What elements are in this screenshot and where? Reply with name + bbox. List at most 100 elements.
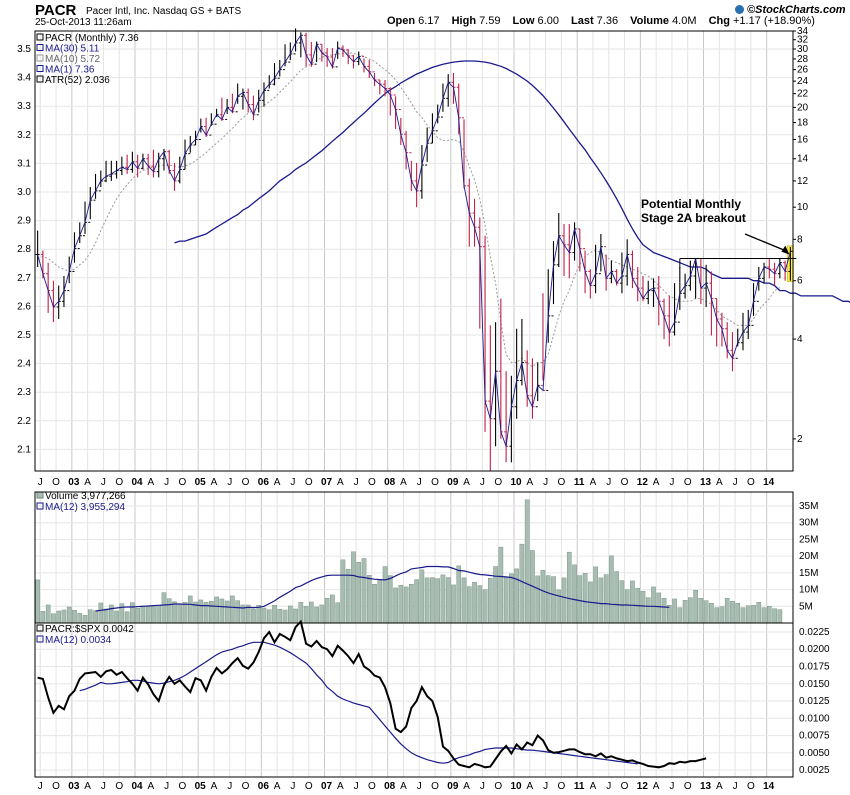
x-axis-tick-label: O <box>747 781 755 792</box>
volume-bar <box>419 569 425 624</box>
ma30-line <box>174 60 850 303</box>
x-axis-tick-label: A <box>211 477 218 488</box>
x-axis-tick-label: 14 <box>763 477 775 488</box>
volume-bar <box>287 605 293 624</box>
x-axis-tick-label: A <box>590 781 597 792</box>
legend-swatch <box>36 65 44 72</box>
x-axis-tick-label: A <box>337 477 344 488</box>
stockcharts-brand[interactable]: ©StockCharts.com <box>735 4 846 16</box>
volume-bar <box>135 608 140 624</box>
volume-bar <box>114 610 119 624</box>
volume-bar <box>472 582 477 624</box>
annotation-line1: Potential Monthly <box>641 197 741 211</box>
x-axis-tick-label: A <box>400 781 407 792</box>
volume-bar <box>577 575 583 624</box>
legend-swatch <box>36 624 44 632</box>
volume-bar <box>645 597 651 624</box>
price-legend-entry: MA(1) 7.36 <box>45 65 95 76</box>
volume-bar <box>319 604 325 624</box>
x-axis-tick-label: O <box>494 477 502 488</box>
x-axis-tick-label: O <box>684 477 692 488</box>
volume-bar <box>498 546 504 624</box>
right-axis-tick-label: 34 <box>797 26 809 37</box>
right-axis-tick-label: 14 <box>797 154 809 165</box>
x-axis-tick-label: 11 <box>574 781 585 792</box>
x-axis-tick-label: O <box>557 781 565 792</box>
price-legend-entry: MA(30) 5.11 <box>45 44 100 55</box>
x-axis-tick-label: J <box>669 781 674 792</box>
volume-bar <box>66 606 72 624</box>
volume-bar <box>293 608 298 624</box>
volume-bar <box>698 598 704 624</box>
x-axis-tick-label: A <box>274 477 281 488</box>
volume-value: 4.0M <box>672 15 697 27</box>
x-axis-tick-label: O <box>115 781 123 792</box>
quote-summary: Open 6.17 High 7.59 Low 6.00 Last 7.36 Volum… <box>387 15 815 27</box>
volume-bar <box>366 575 372 624</box>
left-axis-tick-label: 3.4 <box>17 73 31 84</box>
right-axis-tick-label: 24 <box>797 76 809 87</box>
volume-bar <box>514 568 519 624</box>
legend-swatch <box>36 33 44 41</box>
volume-bar <box>187 595 193 624</box>
x-axis-tick-label: J <box>227 477 232 488</box>
volume-bar <box>456 565 462 624</box>
annotation-arrowhead <box>781 245 790 255</box>
x-axis-tick-label: A <box>147 781 154 792</box>
ma10-line <box>37 52 781 368</box>
volume-bar <box>335 602 340 624</box>
x-axis-tick-label: J <box>354 477 359 488</box>
x-axis-tick-label: J <box>354 781 359 792</box>
volume-bar <box>82 615 88 624</box>
x-axis-tick-label: A <box>84 477 91 488</box>
x-axis-tick-label: A <box>274 781 281 792</box>
volume-bar <box>624 589 630 624</box>
volume-bar <box>124 611 130 624</box>
right-axis-tick-label: 8 <box>797 234 803 245</box>
open-label: Open <box>387 15 416 27</box>
volume-bar <box>219 598 225 624</box>
volume-bar <box>561 577 567 624</box>
volume-bar <box>177 604 183 624</box>
left-axis-tick-label: 2.8 <box>17 244 31 255</box>
volume-bar <box>266 609 272 624</box>
volume-bar <box>666 605 672 624</box>
volume-bar <box>551 576 556 624</box>
volume-bar <box>745 605 751 624</box>
x-axis-tick-label: O <box>431 781 439 792</box>
left-axis-tick-label: 3.3 <box>17 101 31 112</box>
x-axis-tick-label: 03 <box>68 781 80 792</box>
legend-swatch <box>36 44 44 51</box>
x-axis-tick-label: 05 <box>195 477 207 488</box>
volume-bar <box>145 605 151 624</box>
volume-bar <box>224 600 230 624</box>
volume-bar <box>182 602 188 624</box>
x-axis-tick-label: 04 <box>131 781 143 792</box>
x-axis-tick-label: O <box>178 477 186 488</box>
x-axis-tick-label: O <box>747 477 755 488</box>
right-axis-tick-label: 22 <box>797 89 809 100</box>
volume-bar <box>209 601 214 624</box>
ratio-legend-entry: PACR:$SPX 0.0042 <box>45 624 134 635</box>
volume-bar <box>651 586 656 624</box>
quote-date: 25-Oct-2013 11:26am <box>35 17 132 28</box>
volume-bar <box>251 608 256 624</box>
x-axis-tick-label: J <box>417 781 422 792</box>
volume-bar <box>161 592 167 624</box>
volume-bar <box>272 605 277 624</box>
volume-bar <box>482 589 488 624</box>
volume-bar <box>661 598 667 624</box>
volume-bar <box>340 559 346 624</box>
ratio-panel-border <box>34 622 794 778</box>
volume-bar <box>751 605 756 624</box>
volume-bar <box>672 598 677 624</box>
volume-bar <box>440 574 446 624</box>
x-axis-tick-label: J <box>543 781 548 792</box>
x-axis-tick-label: 13 <box>700 781 712 792</box>
volume-bar <box>40 611 46 624</box>
x-axis-tick-label: J <box>164 781 169 792</box>
last-label: Last <box>571 15 594 27</box>
volume-bar <box>656 592 662 624</box>
right-axis-tick-label: 20 <box>797 102 809 113</box>
volume-bar <box>151 606 156 624</box>
